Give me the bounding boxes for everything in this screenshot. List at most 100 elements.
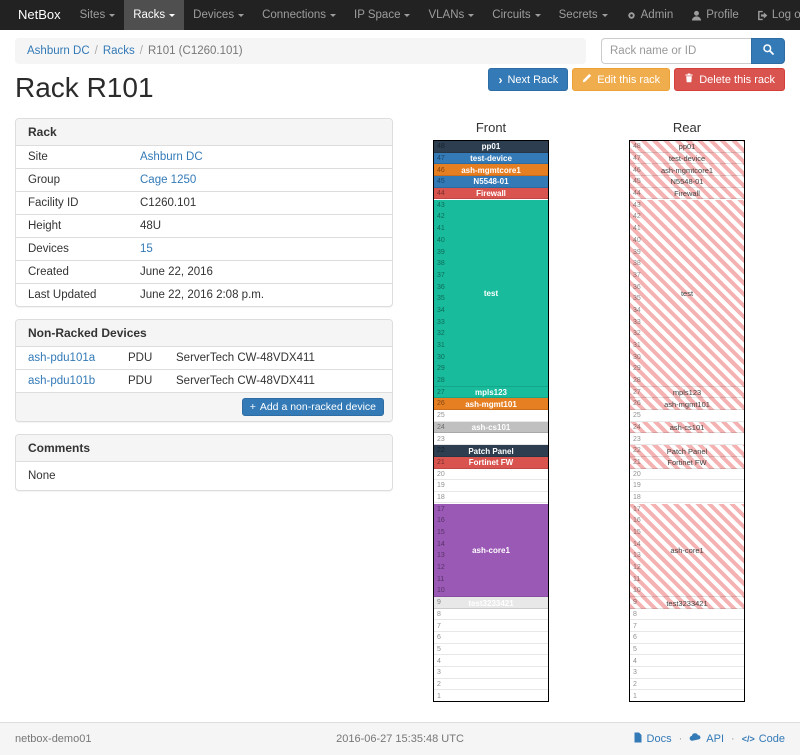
rack-device-front[interactable]: ash-core1 [434,503,548,598]
caret-down-icon [238,13,245,17]
footer-timestamp: 2016-06-27 15:35:48 UTC [336,732,464,745]
edit-rack-button[interactable]: Edit this rack [572,68,671,91]
breadcrumb-item[interactable]: Ashburn DC [27,45,90,57]
attr-value-text[interactable]: Cage 1250 [140,174,197,186]
attr-value-text: June 22, 2016 2:08 p.m. [140,289,265,301]
rack-device-front[interactable]: pp01 [434,141,548,153]
nav-item-label: Secrets [558,9,598,21]
device-name-link[interactable]: ash-pdu101a [28,352,96,364]
rack-device-rear[interactable]: ash-cs101 [630,421,744,434]
rack-info-row: Facility ID C1260.101 [16,191,392,214]
breadcrumb-separator: / [139,45,143,57]
api-link[interactable]: API [689,732,724,745]
log-out-icon [757,10,768,21]
nav-item-vlans[interactable]: VLANs [419,0,483,30]
rack-device-front[interactable]: ash-mgmt101 [434,398,548,411]
rack-device-rear[interactable]: test3233421 [630,597,744,609]
attr-value: Ashburn DC [128,146,215,168]
attr-value-text[interactable]: Ashburn DC [140,151,203,163]
rack-device-front[interactable]: N5548-01 [434,176,548,188]
nav-item-connections[interactable]: Connections [253,0,345,30]
attr-label: Created [28,266,69,278]
attr-label: Group [28,174,60,186]
attr-value-text[interactable]: 15 [140,243,153,255]
rack-unit-slot [434,468,548,480]
navbar-right: Admin Profile Log out [617,0,800,30]
attr-value-text: June 22, 2016 [140,266,213,278]
rack-info-row: Site Ashburn DC [16,146,392,168]
rack-device-rear[interactable]: ash-core1 [630,503,744,598]
admin-link[interactable]: Admin [617,0,683,30]
rack-device-rear[interactable]: test-device [630,152,744,165]
rack-device-rear[interactable]: Firewall [630,187,744,200]
front-rack-title: Front [475,120,507,135]
nav-item-label: VLANs [428,9,465,21]
nav-item-racks[interactable]: Racks [124,0,185,30]
rack-unit-slot [630,690,744,702]
rack-unit-slot [630,655,744,667]
footer-links: Docs · API · </> Code [633,732,785,746]
rack-device-front[interactable]: Firewall [434,187,548,200]
nav-item-sites[interactable]: Sites [71,0,125,30]
user-icon [691,10,702,21]
device-type: PDU [128,375,153,387]
caret-down-icon [109,13,116,17]
comments-panel-title: Comments [16,435,392,462]
rack-device-front[interactable]: Fortinet FW [434,456,548,469]
profile-link[interactable]: Profile [682,0,748,30]
rack-device-front[interactable]: ash-mgmtcore1 [434,164,548,177]
cloud-icon [689,732,702,745]
rack-info-row: Devices 15 [16,237,392,260]
rack-info-panel: Rack Site Ashburn DC Group Cage 1250 Facilit… [15,118,393,307]
caret-down-icon [169,13,176,17]
attr-value-text: C1260.101 [140,197,197,209]
nav-item-circuits[interactable]: Circuits [483,0,549,30]
logout-link[interactable]: Log out [748,0,800,30]
rack-unit-slot [630,667,744,679]
rack-device-rear[interactable]: ash-mgmtcore1 [630,164,744,177]
search-button[interactable] [751,38,785,64]
rack-unit-slot [630,468,744,480]
rack-device-front[interactable]: mpls123 [434,386,548,399]
main-content: NetBox Sites Racks Devices Connections IP Sp… [0,0,800,702]
pencil-icon [582,73,592,86]
rack-device-front[interactable]: test-device [434,152,548,165]
rack-unit-slot [630,644,744,656]
rack-device-front[interactable]: Patch Panel [434,445,548,457]
nav-item-devices[interactable]: Devices [184,0,253,30]
caret-down-icon [534,13,541,17]
rack-unit-slot [434,644,548,656]
nav-item-label: Racks [133,9,166,21]
rack-device-front[interactable]: test [434,199,548,387]
rack-device-rear[interactable]: Patch Panel [630,445,744,457]
plus-icon: + [249,401,256,413]
nav-item-secrets[interactable]: Secrets [550,0,617,30]
rack-device-rear[interactable]: Fortinet FW [630,456,744,469]
delete-rack-button[interactable]: Delete this rack [674,68,785,91]
rack-device-front[interactable]: ash-cs101 [434,421,548,434]
app-brand[interactable]: NetBox [18,7,61,22]
next-rack-button[interactable]: › Next Rack [488,68,569,91]
add-non-racked-button[interactable]: + Add a non-racked device [241,398,384,416]
nav-item-ip-space[interactable]: IP Space [345,0,419,30]
footer-separator: · [731,732,735,745]
rack-device-front[interactable]: test3233421 [434,597,548,609]
search-input[interactable] [601,38,751,64]
docs-link[interactable]: Docs [633,732,672,746]
code-link[interactable]: </> Code [742,733,785,745]
left-column: Rack Site Ashburn DC Group Cage 1250 Facilit… [15,118,393,503]
docs-label: Docs [646,732,672,745]
rack-device-rear[interactable]: pp01 [630,141,744,153]
logout-label: Log out [771,9,800,21]
rack-device-rear[interactable]: test [630,199,744,387]
device-model: ServerTech CW-48VDX411 [176,375,315,387]
rack-device-rear[interactable]: mpls123 [630,386,744,399]
caret-down-icon [330,13,337,17]
api-label: API [706,732,725,745]
rack-device-rear[interactable]: N5548-01 [630,176,744,188]
attr-value: June 22, 2016 [128,261,225,283]
rack-unit-slot [630,492,744,504]
breadcrumb-item[interactable]: Racks [102,45,135,57]
device-name-link[interactable]: ash-pdu101b [28,375,96,387]
rack-device-rear[interactable]: ash-mgmt101 [630,398,744,411]
